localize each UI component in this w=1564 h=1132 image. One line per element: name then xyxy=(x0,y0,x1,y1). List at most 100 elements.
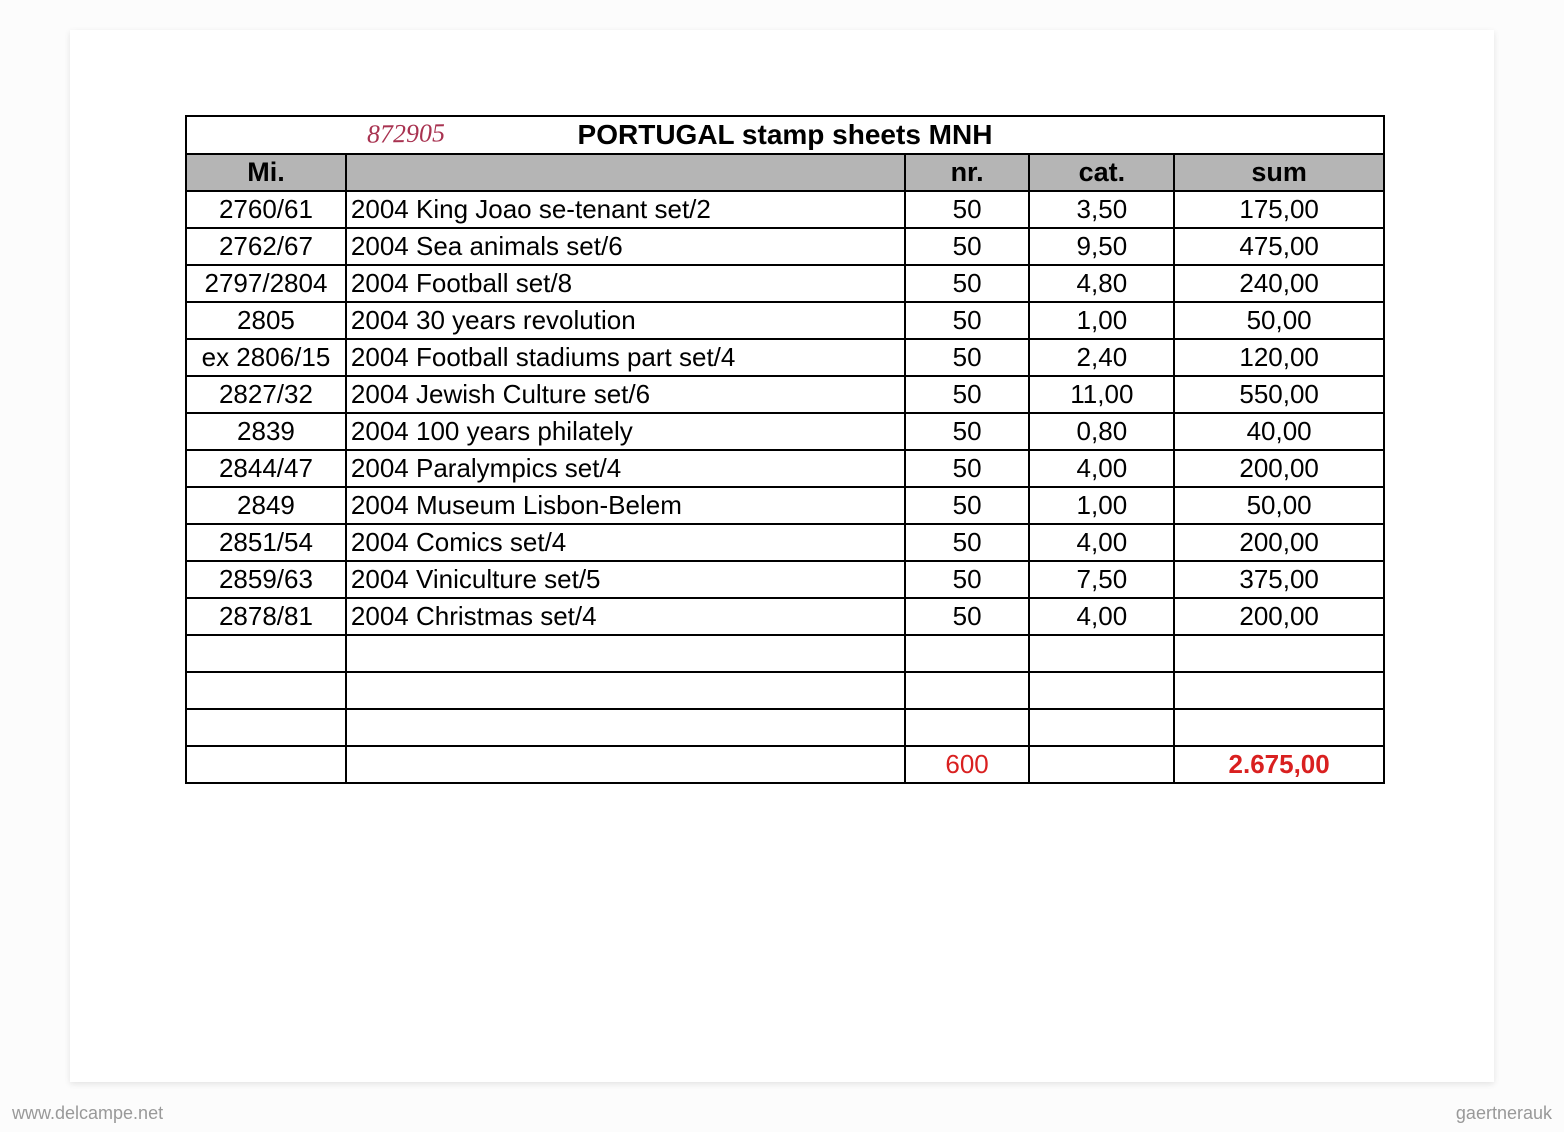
empty-cell xyxy=(1174,672,1384,709)
cell-mi: 2827/32 xyxy=(186,376,346,413)
total-desc xyxy=(346,746,905,783)
cell-cat: 1,00 xyxy=(1029,302,1174,339)
cell-nr: 50 xyxy=(905,302,1030,339)
cell-cat: 7,50 xyxy=(1029,561,1174,598)
empty-cell xyxy=(905,635,1030,672)
stamp-table: 872905 PORTUGAL stamp sheets MNH Mi. nr.… xyxy=(185,115,1385,784)
cell-sum: 200,00 xyxy=(1174,524,1384,561)
cell-mi: 2878/81 xyxy=(186,598,346,635)
cell-desc: 2004 Viniculture set/5 xyxy=(346,561,905,598)
header-cat: cat. xyxy=(1029,154,1174,191)
cell-desc: 2004 Christmas set/4 xyxy=(346,598,905,635)
empty-cell xyxy=(1029,709,1174,746)
table-row: 28052004 30 years revolution501,0050,00 xyxy=(186,302,1384,339)
cell-mi: 2797/2804 xyxy=(186,265,346,302)
cell-mi: 2805 xyxy=(186,302,346,339)
total-sum: 2.675,00 xyxy=(1174,746,1384,783)
table-title-cell: 872905 PORTUGAL stamp sheets MNH xyxy=(186,116,1384,154)
table-row: ex 2806/152004 Football stadiums part se… xyxy=(186,339,1384,376)
cell-desc: 2004 Museum Lisbon-Belem xyxy=(346,487,905,524)
cell-nr: 50 xyxy=(905,487,1030,524)
header-sum: sum xyxy=(1174,154,1384,191)
cell-sum: 375,00 xyxy=(1174,561,1384,598)
header-mi: Mi. xyxy=(186,154,346,191)
header-desc xyxy=(346,154,905,191)
total-nr: 600 xyxy=(905,746,1030,783)
cell-nr: 50 xyxy=(905,376,1030,413)
empty-cell xyxy=(186,635,346,672)
cell-mi: 2760/61 xyxy=(186,191,346,228)
total-row: 600 2.675,00 xyxy=(186,746,1384,783)
cell-sum: 40,00 xyxy=(1174,413,1384,450)
cell-desc: 2004 Football stadiums part set/4 xyxy=(346,339,905,376)
cell-sum: 550,00 xyxy=(1174,376,1384,413)
cell-sum: 475,00 xyxy=(1174,228,1384,265)
cell-mi: 2859/63 xyxy=(186,561,346,598)
cell-cat: 4,00 xyxy=(1029,524,1174,561)
cell-sum: 200,00 xyxy=(1174,598,1384,635)
empty-cell xyxy=(346,672,905,709)
cell-nr: 50 xyxy=(905,450,1030,487)
cell-nr: 50 xyxy=(905,598,1030,635)
cell-sum: 175,00 xyxy=(1174,191,1384,228)
cell-mi: 2839 xyxy=(186,413,346,450)
cell-desc: 2004 Paralympics set/4 xyxy=(346,450,905,487)
cell-nr: 50 xyxy=(905,413,1030,450)
cell-mi: 2844/47 xyxy=(186,450,346,487)
cell-sum: 50,00 xyxy=(1174,302,1384,339)
empty-cell xyxy=(346,709,905,746)
table-row: 2760/612004 King Joao se-tenant set/2503… xyxy=(186,191,1384,228)
table-row: 28392004 100 years philately500,8040,00 xyxy=(186,413,1384,450)
cell-nr: 50 xyxy=(905,561,1030,598)
header-row: Mi. nr. cat. sum xyxy=(186,154,1384,191)
cell-cat: 0,80 xyxy=(1029,413,1174,450)
cell-cat: 4,00 xyxy=(1029,450,1174,487)
table-row: 2762/672004 Sea animals set/6509,50475,0… xyxy=(186,228,1384,265)
empty-row xyxy=(186,709,1384,746)
cell-cat: 11,00 xyxy=(1029,376,1174,413)
table-row: 2827/322004 Jewish Culture set/65011,005… xyxy=(186,376,1384,413)
watermark-right: gaertnerauk xyxy=(1456,1103,1552,1124)
cell-nr: 50 xyxy=(905,339,1030,376)
cell-cat: 2,40 xyxy=(1029,339,1174,376)
cell-sum: 240,00 xyxy=(1174,265,1384,302)
cell-mi: ex 2806/15 xyxy=(186,339,346,376)
cell-nr: 50 xyxy=(905,524,1030,561)
cell-nr: 50 xyxy=(905,228,1030,265)
cell-cat: 3,50 xyxy=(1029,191,1174,228)
cell-nr: 50 xyxy=(905,265,1030,302)
title-row: 872905 PORTUGAL stamp sheets MNH xyxy=(186,116,1384,154)
empty-row xyxy=(186,672,1384,709)
table-title: PORTUGAL stamp sheets MNH xyxy=(578,119,993,150)
empty-row xyxy=(186,635,1384,672)
cell-mi: 2849 xyxy=(186,487,346,524)
cell-mi: 2762/67 xyxy=(186,228,346,265)
cell-desc: 2004 King Joao se-tenant set/2 xyxy=(346,191,905,228)
total-mi xyxy=(186,746,346,783)
empty-cell xyxy=(186,672,346,709)
empty-cell xyxy=(1174,709,1384,746)
cell-nr: 50 xyxy=(905,191,1030,228)
cell-sum: 120,00 xyxy=(1174,339,1384,376)
table-container: 872905 PORTUGAL stamp sheets MNH Mi. nr.… xyxy=(185,115,1385,784)
empty-cell xyxy=(1174,635,1384,672)
empty-cell xyxy=(905,672,1030,709)
empty-cell xyxy=(346,635,905,672)
cell-mi: 2851/54 xyxy=(186,524,346,561)
cell-cat: 1,00 xyxy=(1029,487,1174,524)
cell-desc: 2004 30 years revolution xyxy=(346,302,905,339)
empty-cell xyxy=(186,709,346,746)
cell-sum: 200,00 xyxy=(1174,450,1384,487)
empty-cell xyxy=(905,709,1030,746)
watermark-left: www.delcampe.net xyxy=(12,1103,163,1124)
header-nr: nr. xyxy=(905,154,1030,191)
empty-cell xyxy=(1029,672,1174,709)
table-row: 2859/632004 Viniculture set/5507,50375,0… xyxy=(186,561,1384,598)
handwritten-note: 872905 xyxy=(367,118,446,149)
cell-cat: 4,00 xyxy=(1029,598,1174,635)
total-cat xyxy=(1029,746,1174,783)
table-row: 2797/28042004 Football set/8504,80240,00 xyxy=(186,265,1384,302)
cell-desc: 2004 Sea animals set/6 xyxy=(346,228,905,265)
empty-cell xyxy=(1029,635,1174,672)
cell-desc: 2004 Comics set/4 xyxy=(346,524,905,561)
